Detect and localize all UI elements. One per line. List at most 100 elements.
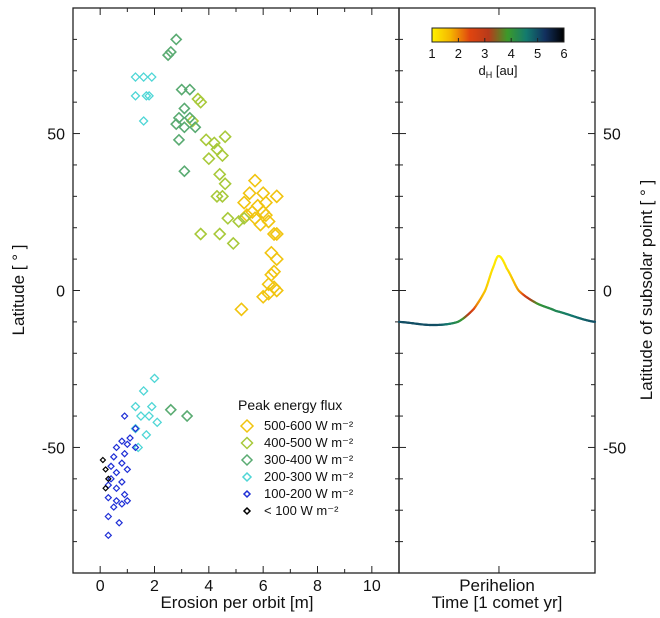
scatter-point xyxy=(133,442,144,453)
scatter-point xyxy=(178,102,191,115)
scatter-point xyxy=(104,531,113,540)
colorbar-label-main: d xyxy=(478,63,485,78)
scatter-point xyxy=(104,475,112,483)
scatter-point xyxy=(138,386,149,396)
scatter-point xyxy=(170,118,183,131)
scatter-point xyxy=(109,503,118,511)
scatter-point xyxy=(194,227,208,241)
scatter-point xyxy=(194,95,208,109)
scatter-point xyxy=(218,177,232,191)
colorbar-ticks: 1 2 3 4 5 6 xyxy=(428,38,568,61)
scatter-point xyxy=(234,302,249,317)
scatter-point xyxy=(210,189,224,203)
scatter-point xyxy=(170,33,183,46)
x-tick-label: 2 xyxy=(150,578,159,595)
scatter-point xyxy=(112,496,121,505)
scatter-point xyxy=(112,484,121,493)
left-y-axis-label: Latitude [ ° ] xyxy=(9,245,28,336)
legend-label: 500-600 W m⁻² xyxy=(264,418,354,433)
scatter-point xyxy=(126,434,134,442)
scatter-point xyxy=(266,226,282,242)
scatter-point xyxy=(130,423,141,434)
right-y-tick-label: -50 xyxy=(603,440,626,457)
left-axis-ticks: 0 2 4 6 8 10 50 0 -50 xyxy=(42,7,400,595)
scatter-point xyxy=(256,289,271,304)
legend-marker xyxy=(240,436,254,450)
colorbar-tick-label: 3 xyxy=(481,46,488,61)
legend-label: 300-400 W m⁻² xyxy=(264,452,354,467)
scatter-point xyxy=(144,411,154,421)
right-y-axis-label: Latitude of subsolar point [ ° ] xyxy=(637,180,656,400)
scatter-point xyxy=(207,136,221,150)
scatter-point xyxy=(131,443,140,452)
scatter-point xyxy=(247,211,263,226)
scatter-point xyxy=(112,468,121,477)
legend-marker xyxy=(239,418,255,434)
x-tick-label: 0 xyxy=(96,578,105,595)
scatter-point xyxy=(226,236,240,251)
scatter-point xyxy=(261,286,276,301)
colorbar-tick-label: 6 xyxy=(560,46,567,61)
scatter-point xyxy=(130,72,141,82)
scatter-point xyxy=(221,211,235,225)
left-scatter-points xyxy=(99,33,284,540)
scatter-point xyxy=(183,111,196,124)
scatter-point xyxy=(123,465,132,474)
scatter-point xyxy=(215,189,230,203)
scatter-point xyxy=(242,186,257,201)
scatter-point xyxy=(135,411,146,421)
x-tick-label: 8 xyxy=(313,578,322,595)
scatter-point xyxy=(138,72,149,82)
scatter-point xyxy=(247,173,263,188)
legend: Peak energy flux 500-600 W m⁻² 400-500 W … xyxy=(238,397,354,518)
scatter-point xyxy=(112,443,121,452)
scatter-point xyxy=(141,90,152,101)
legend-marker xyxy=(240,453,254,467)
legend-marker xyxy=(242,489,252,499)
scatter-point xyxy=(130,401,141,412)
y-tick-label: 50 xyxy=(47,127,65,144)
scatter-point xyxy=(146,401,157,412)
scatter-point xyxy=(120,412,129,420)
scatter-point xyxy=(123,496,132,505)
scatter-point xyxy=(213,227,227,241)
scatter-point xyxy=(120,449,129,458)
y-tick-label: -50 xyxy=(42,440,65,457)
scatter-point xyxy=(118,459,126,467)
scatter-point xyxy=(141,429,152,440)
scatter-point xyxy=(118,500,126,508)
colorbar-tick-label: 4 xyxy=(508,46,515,61)
legend-label: 400-500 W m⁻² xyxy=(264,435,354,450)
scatter-point xyxy=(138,116,149,126)
legend-label: 100-200 W m⁻² xyxy=(264,486,354,501)
colorbar-gradient xyxy=(431,27,565,43)
right-y-tick-label: 0 xyxy=(603,284,612,301)
x-tick-label: 6 xyxy=(259,578,268,595)
scatter-point xyxy=(269,226,284,242)
legend-marker xyxy=(242,506,252,516)
scatter-point xyxy=(131,424,140,433)
scatter-point xyxy=(218,130,232,144)
right-axis-ticks: 50 0 -50 xyxy=(399,7,626,574)
scatter-point xyxy=(215,148,230,163)
perihelion-label: Perihelion xyxy=(459,576,535,595)
subsolar-latitude-curve xyxy=(397,254,597,327)
scatter-point xyxy=(104,493,113,502)
scatter-point xyxy=(189,121,202,134)
x-tick-label: 10 xyxy=(363,578,381,595)
legend-title: Peak energy flux xyxy=(238,397,342,413)
scatter-point xyxy=(149,373,160,384)
colorbar: 1 2 3 4 5 6 dH [au] xyxy=(428,27,568,80)
scatter-point xyxy=(130,90,141,101)
scatter-point xyxy=(175,83,188,96)
left-x-axis-label: Erosion per orbit [m] xyxy=(160,593,313,612)
y-tick-label: 0 xyxy=(56,284,65,301)
legend-marker xyxy=(241,471,253,483)
scatter-point xyxy=(199,133,213,147)
scatter-point xyxy=(178,121,191,134)
scatter-point xyxy=(99,456,107,464)
scatter-point xyxy=(237,211,251,225)
scatter-point xyxy=(185,114,200,128)
scatter-point xyxy=(269,283,284,298)
